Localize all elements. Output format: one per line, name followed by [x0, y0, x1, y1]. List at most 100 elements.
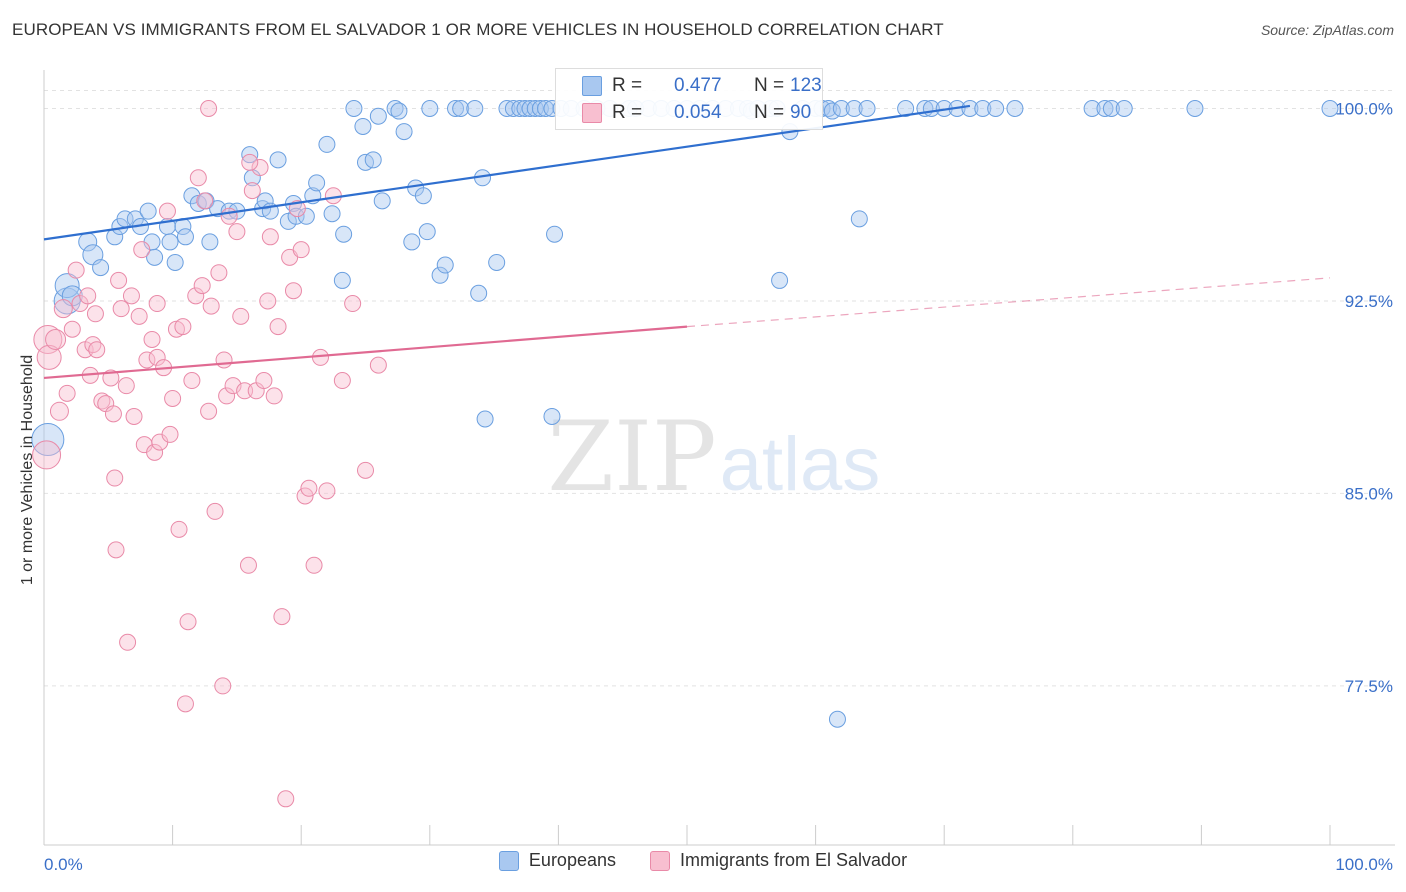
data-point: [174, 318, 192, 336]
data-point: [232, 307, 250, 325]
trend-line: [43, 104, 971, 241]
data-point: [161, 425, 179, 443]
data-point: [133, 241, 151, 259]
data-point: [36, 344, 62, 370]
data-point: [488, 253, 506, 271]
data-point: [335, 225, 353, 243]
data-point: [170, 520, 188, 538]
data-point: [974, 99, 992, 117]
data-point: [403, 233, 421, 251]
legend-label-el-salvador: Immigrants from El Salvador: [680, 850, 908, 870]
legend-swatch-el-salvador: [650, 850, 670, 871]
series-el-salvador: [32, 99, 387, 808]
stats-n-label: N =: [754, 75, 785, 96]
data-point: [256, 192, 274, 210]
data-point: [323, 205, 341, 223]
data-point: [200, 99, 218, 117]
chart-legend: Europeans Immigrants from El Salvador: [0, 850, 1406, 871]
data-point: [49, 401, 69, 421]
data-point: [832, 99, 850, 117]
data-point: [104, 405, 122, 423]
data-point: [466, 99, 484, 117]
y-tick-label: 77.5%: [1345, 677, 1393, 696]
data-point: [218, 387, 236, 405]
stats-n-label: N =: [754, 102, 785, 123]
stats-r-value: 0.477: [674, 75, 722, 96]
data-point: [395, 123, 413, 141]
stats-box: R = 0.477 N = 123 R = 0.054 N = 90: [555, 68, 823, 130]
data-point: [176, 228, 194, 246]
trend-lines: [43, 104, 1331, 380]
data-point: [345, 99, 363, 117]
data-point: [206, 502, 224, 520]
data-point: [92, 259, 110, 277]
data-point: [354, 117, 372, 135]
data-point: [498, 99, 516, 117]
legend-item-el-salvador[interactable]: Immigrants from El Salvador: [650, 850, 907, 871]
data-point: [236, 382, 254, 400]
data-point: [771, 271, 789, 289]
data-point: [828, 710, 846, 728]
data-point: [357, 461, 374, 479]
data-point: [318, 482, 336, 500]
data-point: [1083, 99, 1101, 117]
data-point: [146, 248, 164, 266]
data-point: [369, 356, 387, 374]
data-point: [987, 99, 1005, 117]
data-point: [210, 264, 228, 282]
legend-label-europeans: Europeans: [528, 850, 616, 870]
legend-swatch-europeans: [498, 850, 519, 871]
y-tick-label: 92.5%: [1345, 292, 1393, 311]
data-point: [470, 284, 488, 302]
data-point: [421, 99, 439, 117]
data-point: [504, 99, 522, 117]
data-point: [476, 410, 494, 428]
data-point: [418, 223, 436, 241]
data-point: [414, 187, 432, 205]
data-point: [179, 613, 197, 631]
data-point: [255, 372, 273, 390]
y-tick-label: 85.0%: [1345, 484, 1393, 503]
data-point: [373, 192, 391, 210]
data-point: [845, 99, 863, 117]
y-tick-label: 100.0%: [1335, 99, 1393, 118]
data-point: [110, 271, 128, 289]
data-point: [112, 300, 130, 318]
stats-r-label: R =: [612, 75, 643, 96]
data-point: [961, 99, 979, 117]
watermark-zip: ZIP: [547, 401, 716, 513]
data-point: [202, 297, 220, 315]
trend-line-extension: [686, 277, 1331, 328]
data-point: [45, 328, 67, 350]
data-point: [32, 440, 62, 470]
data-point: [300, 479, 318, 497]
data-point: [107, 541, 125, 559]
legend-item-europeans[interactable]: Europeans: [498, 850, 616, 871]
data-point: [850, 210, 868, 228]
data-point: [1186, 99, 1204, 117]
data-point: [333, 271, 351, 289]
data-point: [447, 99, 465, 117]
data-point: [324, 187, 342, 205]
stats-n-value: 123: [790, 75, 822, 96]
stats-swatch-europeans: [582, 76, 602, 96]
data-point: [200, 402, 218, 420]
data-point: [119, 633, 137, 651]
data-point: [318, 135, 336, 153]
data-point: [243, 182, 261, 200]
data-point: [201, 233, 219, 251]
data-point: [148, 295, 166, 313]
data-point: [187, 287, 205, 305]
x-tick-label: 0.0%: [44, 855, 83, 874]
data-point: [86, 305, 104, 323]
data-point: [308, 174, 326, 192]
data-point: [269, 151, 287, 169]
chart-title: EUROPEAN VS IMMIGRANTS FROM EL SALVADOR …: [12, 20, 944, 39]
data-point: [259, 292, 277, 310]
tick-labels: 100.0% 92.5% 85.0% 77.5% 0.0% 100.0%: [44, 99, 1393, 874]
data-point: [196, 192, 214, 210]
data-point: [1096, 99, 1114, 117]
data-point: [531, 99, 549, 117]
data-point: [143, 330, 161, 348]
data-point: [546, 225, 564, 243]
